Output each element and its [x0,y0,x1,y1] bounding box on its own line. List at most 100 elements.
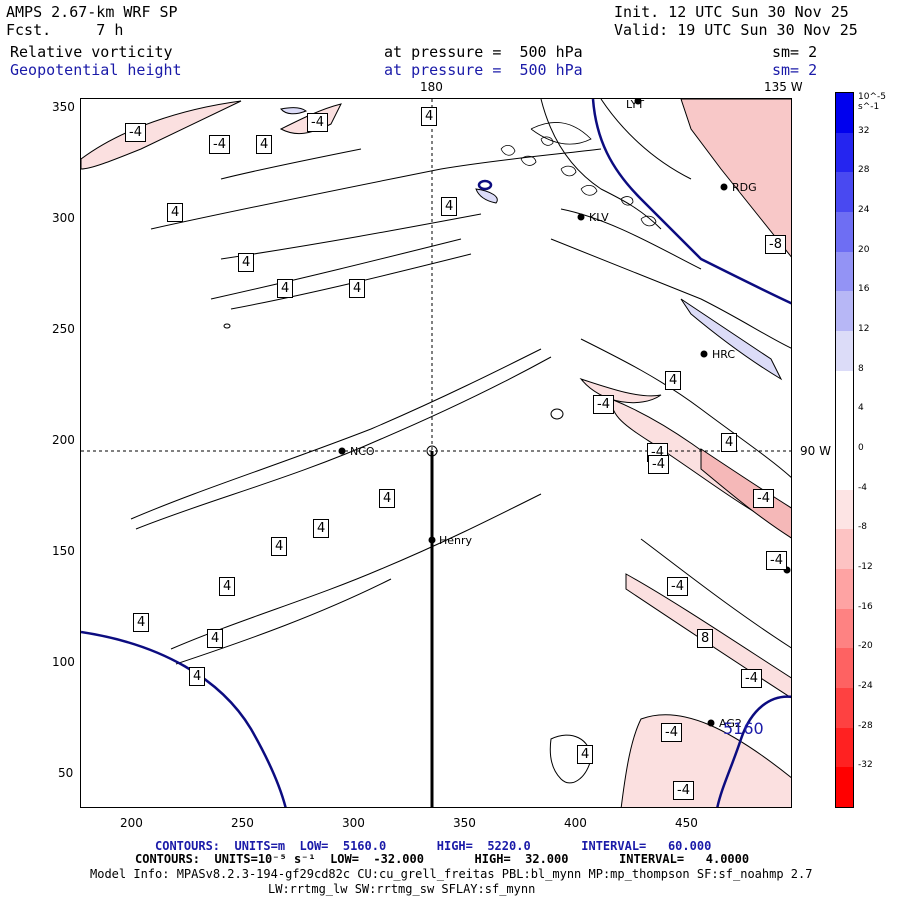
colorbar-tick-label: 32 [858,125,870,136]
vorticity-contour-label: -4 [593,395,614,414]
field2-name: Geopotential height [10,61,182,79]
vorticity-contour-label: -4 [741,669,762,688]
vorticity-contour-label: 4 [271,537,288,556]
vorticity-contour-label: 4 [721,433,738,452]
footer-height-contours: CONTOURS: UNITS=m LOW= 5160.0 HIGH= 5220… [155,839,712,853]
footer-physics-info: LW:rrtmg_lw SW:rrtmg_sw SFLAY:sf_mynn [268,882,536,896]
colorbar-tick-label: 16 [858,284,870,295]
colorbar-tick-label: 28 [858,165,870,176]
valid-time: Valid: 19 UTC Sun 30 Nov 25 [614,21,858,39]
colorbar-segment [836,410,853,451]
model-title: AMPS 2.67-km WRF SP [6,3,178,21]
vorticity-contour-label: 4 [349,279,366,298]
height-contour-label: 5160 [723,719,764,738]
vorticity-contour-label: 4 [238,253,255,272]
colorbar-segment [836,608,853,649]
positive-vorticity-fills [280,107,783,381]
colorbar-tick-label: -16 [858,601,873,612]
vorticity-contour-label: 4 [256,135,273,154]
colorbar-tick-label: 12 [858,324,870,334]
vorticity-contour-label: 4 [189,667,206,686]
y-tick: 100 [52,655,75,669]
colorbar-segment [836,727,853,768]
colorbar-tick-label: -20 [858,641,873,652]
station-nco: NCO [350,445,375,458]
right-label-90w: 90 W [800,444,831,458]
y-tick: 250 [52,322,75,336]
colorbar-segment [836,93,853,134]
y-tick: 50 [58,766,74,780]
vorticity-contours [130,99,791,784]
vorticity-contour-label: 4 [313,519,330,538]
vorticity-contour-label: -4 [667,577,688,596]
colorbar-segment [836,132,853,173]
top-label-135w: 135 W [764,80,803,94]
station-hrc: HRC [712,348,736,361]
colorbar-segment [836,489,853,530]
x-tick: 350 [453,816,476,830]
vorticity-contour-label: -4 [766,551,787,570]
station-lyt: LYT [626,98,645,111]
x-tick: 250 [231,816,254,830]
y-tick: 300 [52,211,75,225]
station-ag2: AG2 [719,717,742,730]
y-tick: 150 [52,544,75,558]
y-tick: 200 [52,433,75,447]
station-dot-ag2 [707,719,715,727]
station-rdg: RDG [732,181,757,194]
guide-lines [81,99,791,807]
station-dot-klv [577,213,585,221]
colorbar-unit: 10^-5 s^-1 [858,92,886,112]
station-dot-hrc [700,350,708,358]
vorticity-contour-label: 4 [167,203,184,222]
colorbar-segment [836,172,853,213]
x-tick: 200 [120,816,143,830]
vorticity-contour-label: -4 [648,455,669,474]
height-contours [81,99,791,807]
vorticity-contour-label: 4 [207,629,224,648]
y-tick: 350 [52,100,75,114]
vorticity-contour-label: 4 [219,577,236,596]
colorbar-tick-label: -8 [858,522,867,533]
vorticity-contour-label: 4 [665,371,682,390]
colorbar-tick-label: 8 [858,363,864,374]
colorbar-segment [836,251,853,292]
colorbar-segment [836,450,853,491]
colorbar-tick-label: 24 [858,205,870,215]
colorbar-segment [836,648,853,689]
colorbar-tick-label: -32 [858,760,873,771]
field1-smoothing: sm= 2 [772,43,818,61]
colorbar-tick-label: -28 [858,720,873,731]
vorticity-contour-label: -4 [673,781,694,800]
field2-smoothing: sm= 2 [772,61,818,79]
colorbar-tick-label: -24 [858,681,873,691]
colorbar [835,92,854,808]
vorticity-contour-label: 4 [379,489,396,508]
colorbar-segment [836,291,853,332]
colorbar-tick-label: 4 [858,403,864,414]
station-dot-lyt [634,99,642,105]
colorbar-segment [836,688,853,729]
small-scale-contours [500,122,657,227]
station-dot-rdg [720,183,728,191]
colorbar-segment [836,529,853,570]
colorbar-segment [836,569,853,610]
colorbar-tick-label: 20 [858,244,870,255]
field2-level: at pressure = 500 hPa [384,61,583,79]
vorticity-contour-label: -4 [307,113,328,132]
colorbar-segment [836,331,853,372]
footer-vorticity-contours: CONTOURS: UNITS=10⁻⁵ s⁻¹ LOW= -32.000 HI… [135,852,750,866]
field1-name: Relative vorticity [10,43,173,61]
colorbar-tick-label: -4 [858,482,867,493]
map-plot-area[interactable]: RDG KLV HRC NCO Henry AG2 LYT 5160 -4 -4 -… [80,98,792,808]
x-tick: 400 [564,816,587,830]
vorticity-contour-label: -4 [661,723,682,742]
vorticity-contour-label: -4 [209,135,230,154]
colorbar-segment [836,212,853,253]
vorticity-contour-label: 4 [421,107,438,126]
colorbar-segment [836,767,853,808]
station-klv: KLV [589,211,609,224]
colorbar-segment [836,370,853,411]
station-dot-henry [428,536,436,544]
vorticity-contour-label: 8 [697,629,714,648]
